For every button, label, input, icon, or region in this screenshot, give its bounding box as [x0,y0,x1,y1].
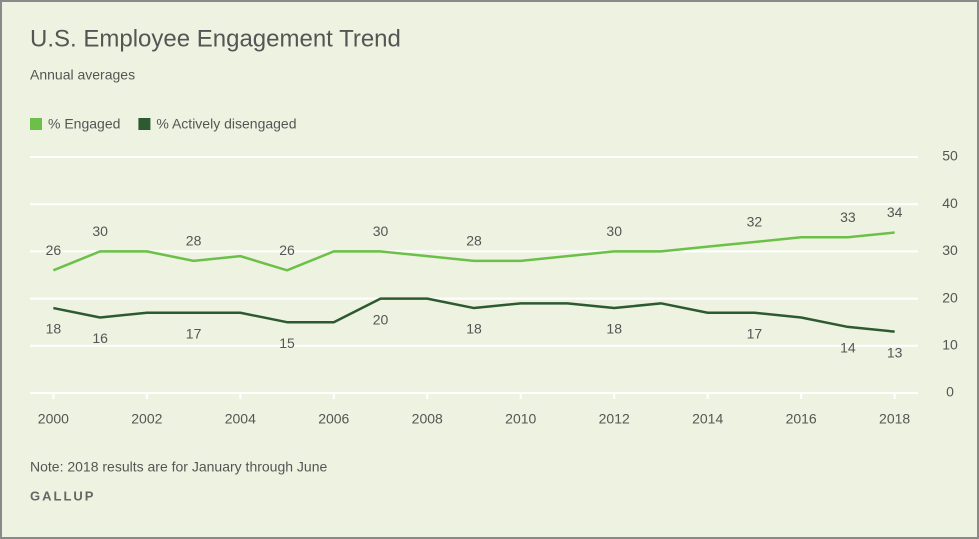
data-label: 16 [92,330,108,346]
data-label: 33 [840,209,856,225]
data-label: 26 [279,242,295,258]
data-label: 26 [46,242,62,258]
x-tick-label: 2016 [786,411,817,427]
data-label: 15 [279,335,295,351]
data-label: 13 [887,344,903,360]
data-label: 20 [373,311,389,327]
data-label: 34 [887,204,903,220]
y-tick-label: 50 [942,148,958,164]
x-tick-label: 2002 [131,411,162,427]
data-label: 18 [46,321,62,337]
legend-swatch [30,118,42,130]
data-label: 17 [747,325,763,341]
data-label: 18 [466,321,482,337]
x-tick-label: 2018 [879,411,910,427]
chart-subtitle: Annual averages [30,67,135,83]
data-label: 17 [186,325,202,341]
y-tick-label: 20 [942,289,958,305]
note: Note: 2018 results are for January throu… [30,459,328,475]
x-tick-label: 2012 [599,411,630,427]
x-tick-label: 2004 [225,411,256,427]
x-tick-label: 2000 [38,411,69,427]
x-tick-label: 2010 [505,411,536,427]
data-label: 28 [466,233,482,249]
series-line [52,231,895,272]
chart-title: U.S. Employee Engagement Trend [30,25,401,52]
source: GALLUP [30,488,95,503]
y-tick-label: 10 [942,337,958,353]
legend-label: % Actively disengaged [156,116,296,132]
x-tick-label: 2014 [692,411,723,427]
y-tick-label: 0 [946,384,954,400]
x-tick-label: 2006 [318,411,349,427]
series-line [53,297,895,333]
legend-swatch [138,118,151,130]
y-tick-label: 30 [942,242,958,258]
legend-label: % Engaged [48,116,120,132]
data-label: 30 [92,223,108,239]
data-label: 14 [840,340,856,356]
data-label: 18 [606,321,622,337]
data-label: 30 [606,223,622,239]
y-tick-label: 40 [942,195,958,211]
data-label: 30 [373,223,389,239]
x-tick-label: 2008 [412,411,443,427]
data-label: 32 [747,214,763,230]
data-label: 28 [186,233,202,249]
